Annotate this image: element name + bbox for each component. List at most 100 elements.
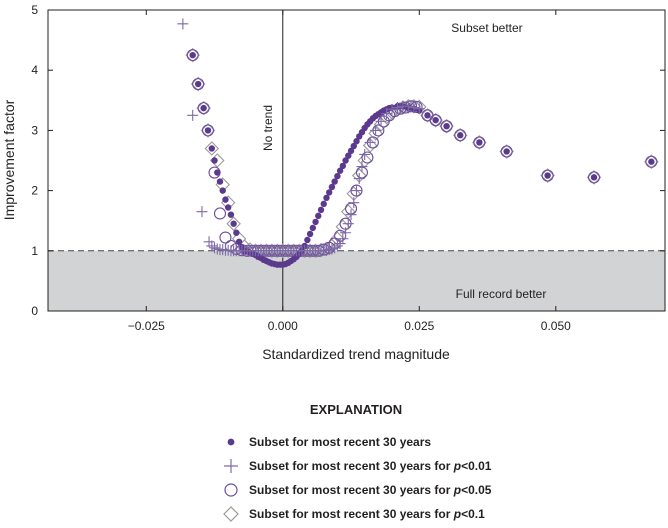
data-point-plus — [391, 102, 403, 114]
data-point-plus — [196, 206, 208, 218]
data-point-open-circle — [201, 124, 215, 137]
legend-label-p005-suffix: <0.05 — [461, 483, 492, 497]
data-point-open-diamond — [270, 243, 285, 259]
data-point-filled-circle — [214, 169, 221, 176]
data-point-filled-circle — [590, 174, 598, 181]
data-point-open-diamond — [275, 243, 291, 259]
data-point-open-diamond — [313, 242, 329, 258]
plot-frame — [47, 9, 666, 312]
data-point-filled-circle — [331, 178, 338, 185]
data-point-plus — [364, 136, 376, 148]
legend-item-p005: Subset for most recent 30 years for p<0.… — [224, 483, 492, 497]
legend-label-p01-italic: p — [453, 507, 461, 521]
legend-item-p001: Subset for most recent 30 years for p<0.… — [224, 459, 492, 473]
data-point-open-diamond — [644, 154, 659, 169]
data-point-plus — [356, 161, 368, 173]
data-point-filled-circle — [200, 104, 207, 112]
data-point-open-circle — [186, 49, 199, 62]
data-point-filled-circle — [544, 172, 551, 179]
data-point-plus — [222, 244, 234, 256]
x-tick-label: 0.050 — [541, 319, 571, 333]
data-point-plus — [359, 148, 371, 160]
data-point-plus — [402, 100, 414, 112]
full-record-better-label: Full record better — [456, 287, 547, 301]
data-point-open-circle — [500, 145, 513, 158]
y-axis-title: Improvement factor — [1, 99, 17, 220]
legend-item-p01: Subset for most recent 30 years for p<0.… — [223, 506, 485, 522]
data-point-filled-circle — [189, 51, 196, 59]
data-point-filled-circle — [334, 172, 341, 180]
data-point-plus — [323, 244, 335, 256]
data-point-plus — [348, 197, 360, 209]
legend-plus-icon — [224, 459, 238, 473]
data-point-plus — [351, 185, 362, 197]
data-point-open-circle — [454, 129, 467, 142]
x-tick-label: 0.000 — [268, 319, 298, 333]
legend-item-subset: Subset for most recent 30 years — [227, 435, 431, 449]
data-point-plus — [211, 243, 223, 255]
data-point-open-diamond — [439, 118, 454, 134]
data-point-filled-circle — [424, 112, 431, 119]
data-point-filled-circle — [304, 236, 311, 244]
data-point-filled-circle — [328, 183, 336, 191]
data-point-open-circle — [192, 77, 205, 91]
data-point-filled-circle — [306, 230, 314, 238]
data-point-open-diamond — [259, 243, 274, 259]
data-point-filled-circle — [345, 152, 352, 159]
subset-better-label: Subset better — [451, 21, 522, 35]
data-point-filled-circle — [325, 189, 333, 196]
data-point-filled-circle — [503, 148, 510, 155]
data-point-plus — [408, 102, 420, 114]
data-point-filled-circle — [342, 157, 349, 164]
data-point-filled-circle — [350, 142, 357, 150]
data-point-plus — [217, 244, 229, 256]
data-point-filled-circle — [194, 80, 202, 88]
data-point-filled-circle — [476, 139, 483, 146]
legend-label-p01-suffix: <0.1 — [461, 507, 485, 521]
data-point-open-circle — [541, 169, 554, 182]
legend-filled-circle-icon — [227, 438, 235, 446]
data-point-filled-circle — [233, 229, 240, 236]
data-point-open-diamond — [472, 135, 487, 150]
data-point-open-circle — [645, 155, 658, 168]
data-point-filled-circle — [219, 187, 226, 194]
y-tick-label: 5 — [31, 3, 38, 17]
data-point-plus — [353, 173, 365, 185]
legend-label-p01: Subset for most recent 30 years for p<0.… — [249, 507, 485, 521]
data-point-open-diamond — [264, 243, 280, 259]
data-point-filled-circle — [323, 194, 330, 202]
legend-label-p001-suffix: <0.01 — [461, 459, 492, 473]
legend-label-p001-italic: p — [453, 459, 461, 473]
data-point-plus — [209, 242, 221, 254]
data-point-filled-circle — [443, 122, 450, 130]
data-point-open-diamond — [204, 141, 220, 156]
data-point-filled-circle — [315, 212, 322, 220]
data-point-filled-circle — [320, 200, 327, 208]
data-point-filled-circle — [339, 162, 347, 170]
data-point-plus — [345, 209, 357, 221]
data-point-open-circle — [213, 207, 227, 220]
legend-label-p005: Subset for most recent 30 years for p<0.… — [249, 483, 492, 497]
data-point-filled-circle — [222, 196, 229, 203]
data-point-filled-circle — [309, 224, 317, 232]
data-point-open-diamond — [452, 127, 468, 143]
data-point-filled-circle — [648, 158, 655, 165]
data-point-open-circle — [473, 136, 486, 149]
y-tick-label: 2 — [31, 184, 38, 198]
legend-label-p001-prefix: Subset for most recent 30 years for — [249, 459, 454, 473]
full-record-better-region — [48, 250, 665, 311]
data-point-plus — [320, 244, 332, 256]
x-axis-ticks: −0.025 0.000 0.025 0.050 — [128, 10, 571, 333]
x-tick-label: −0.025 — [128, 319, 165, 333]
data-point-open-diamond — [586, 170, 602, 185]
data-point-plus — [177, 18, 189, 30]
data-point-plus — [334, 238, 346, 250]
y-tick-label: 0 — [31, 304, 38, 318]
data-point-filled-circle — [336, 167, 344, 174]
data-point-open-diamond — [196, 100, 211, 116]
legend-open-diamond-icon — [223, 506, 239, 522]
data-point-plus — [337, 233, 349, 245]
legend-label-p005-italic: p — [453, 483, 461, 497]
